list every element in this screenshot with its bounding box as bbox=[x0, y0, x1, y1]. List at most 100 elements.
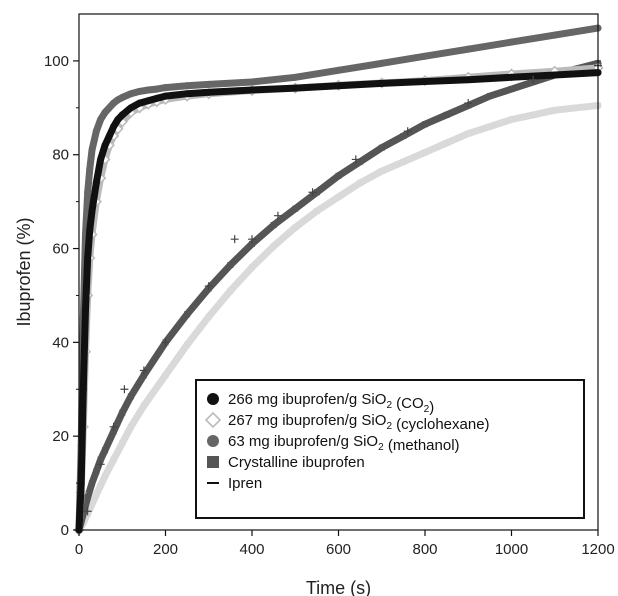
series-5 bbox=[75, 102, 602, 534]
data-point bbox=[84, 188, 92, 196]
data-point bbox=[79, 385, 87, 393]
data-point bbox=[114, 116, 122, 124]
legend-label-part: 266 mg ibuprofen/g SiO bbox=[228, 391, 386, 408]
data-point bbox=[127, 90, 135, 98]
data-point bbox=[335, 66, 342, 74]
data-point bbox=[443, 140, 450, 146]
data-point bbox=[96, 460, 105, 469]
legend-label-part: 2 bbox=[378, 442, 384, 453]
data-marks bbox=[73, 24, 604, 536]
data-point bbox=[97, 456, 104, 463]
data-point bbox=[422, 149, 428, 156]
data-point bbox=[110, 428, 117, 435]
legend-swatch bbox=[207, 456, 219, 468]
data-point bbox=[351, 155, 360, 164]
data-point bbox=[184, 311, 191, 318]
x-tick-label: 600 bbox=[326, 541, 351, 558]
data-point bbox=[313, 189, 320, 196]
data-point bbox=[83, 507, 92, 516]
data-point bbox=[93, 468, 100, 475]
data-point bbox=[292, 205, 299, 212]
data-point bbox=[227, 287, 234, 294]
data-point bbox=[465, 130, 472, 137]
data-point bbox=[161, 338, 170, 347]
legend-label: Ipren bbox=[228, 475, 262, 492]
data-point bbox=[144, 97, 152, 105]
data-point bbox=[248, 235, 256, 244]
data-point bbox=[162, 84, 169, 92]
data-point bbox=[105, 132, 113, 140]
data-point bbox=[110, 456, 117, 463]
y-tick-label: 0 bbox=[61, 522, 69, 539]
legend-label-part: Crystalline ibuprofen bbox=[228, 454, 365, 471]
y-tick-label: 100 bbox=[44, 53, 69, 70]
x-tick-label: 1200 bbox=[581, 541, 614, 558]
data-point bbox=[183, 90, 191, 98]
data-point bbox=[101, 141, 109, 149]
data-point bbox=[291, 84, 299, 92]
data-point bbox=[292, 224, 299, 231]
data-point bbox=[88, 207, 96, 215]
legend-swatch bbox=[207, 435, 219, 447]
legend-label-part: (methanol) bbox=[384, 437, 460, 454]
data-point bbox=[573, 104, 580, 111]
data-point bbox=[486, 93, 493, 100]
x-tick-label: 800 bbox=[412, 541, 437, 558]
data-point bbox=[136, 87, 144, 95]
data-point bbox=[421, 52, 429, 60]
legend-swatch bbox=[207, 393, 219, 405]
data-point bbox=[530, 111, 537, 118]
data-point bbox=[144, 86, 152, 94]
data-point bbox=[92, 127, 100, 135]
y-tick-label: 20 bbox=[52, 428, 69, 445]
data-point bbox=[313, 208, 320, 215]
series-2 bbox=[75, 24, 602, 534]
data-point bbox=[139, 366, 148, 375]
legend-label: 267 mg ibuprofen/g SiO2 (cyclohexane) bbox=[228, 412, 490, 433]
data-point bbox=[110, 123, 118, 131]
data-point bbox=[101, 447, 108, 454]
y-tick-label: 40 bbox=[52, 334, 69, 351]
data-point bbox=[273, 211, 282, 220]
legend-label-part: 2 bbox=[386, 400, 392, 411]
data-point bbox=[97, 155, 105, 163]
data-point bbox=[443, 111, 450, 118]
data-point bbox=[378, 144, 385, 151]
data-point bbox=[118, 111, 126, 119]
legend-label-part: 63 mg ibuprofen/g SiO bbox=[228, 433, 378, 450]
data-point bbox=[140, 402, 147, 409]
data-point bbox=[205, 88, 213, 96]
data-point bbox=[270, 243, 277, 250]
legend-label-part: 2 bbox=[386, 421, 392, 432]
y-axis: 0 20 40 60 80 100 bbox=[44, 53, 79, 539]
legend-label-part: (CO bbox=[392, 395, 424, 412]
data-point bbox=[81, 306, 89, 314]
data-point bbox=[291, 73, 299, 81]
data-point bbox=[421, 78, 429, 86]
data-point bbox=[270, 222, 277, 229]
legend-swatch bbox=[204, 411, 222, 429]
data-point bbox=[84, 494, 91, 501]
data-point bbox=[127, 393, 134, 400]
data-point bbox=[335, 193, 342, 200]
data-point bbox=[105, 104, 113, 112]
data-point bbox=[308, 188, 317, 197]
data-point bbox=[378, 59, 386, 67]
data-point bbox=[86, 226, 94, 234]
data-point bbox=[101, 109, 109, 117]
data-point bbox=[227, 261, 234, 268]
series-4 bbox=[83, 61, 602, 516]
data-point bbox=[184, 341, 191, 348]
data-point bbox=[84, 254, 92, 262]
x-tick-label: 0 bbox=[75, 541, 83, 558]
data-point bbox=[127, 423, 134, 430]
data-point bbox=[92, 179, 100, 187]
data-point bbox=[464, 99, 473, 108]
data-point bbox=[508, 73, 515, 81]
data-point bbox=[508, 38, 515, 46]
legend: 266 mg ibuprofen/g SiO2 (CO2)267 mg ibup… bbox=[195, 379, 585, 519]
legend-label: Crystalline ibuprofen bbox=[228, 454, 365, 471]
legend-label-part: ) bbox=[429, 399, 434, 416]
data-point bbox=[88, 146, 96, 154]
